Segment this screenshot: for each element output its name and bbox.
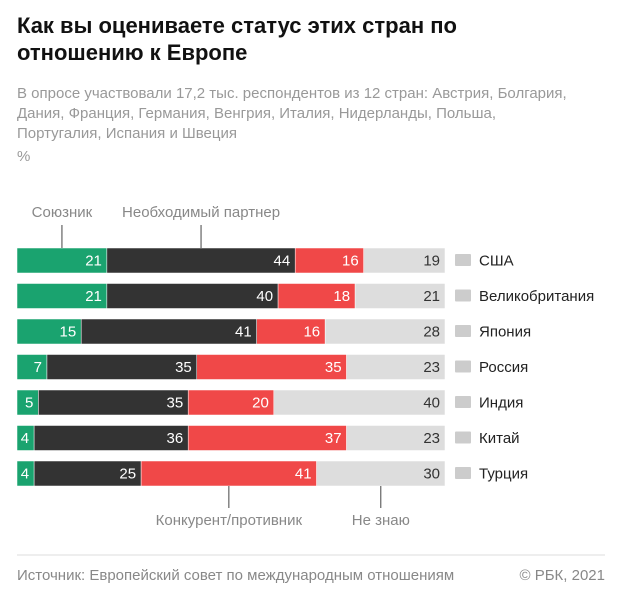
bar-segment xyxy=(16,283,108,309)
flag-icon xyxy=(455,431,471,444)
flag-icon xyxy=(455,467,471,479)
flag-icon xyxy=(455,396,471,408)
legend-label: Конкурент/противник xyxy=(156,512,303,529)
category-label: Великобритания xyxy=(479,288,594,305)
bar-segment xyxy=(38,389,189,416)
source: Источник: Европейский совет по междунаро… xyxy=(17,567,454,584)
bar-segment xyxy=(196,354,347,380)
value-label: 37 xyxy=(325,430,342,447)
legend-label: Союзник xyxy=(32,204,93,221)
value-label: 30 xyxy=(423,465,440,482)
value-label: 35 xyxy=(175,359,192,376)
bar-segment xyxy=(256,318,326,345)
bar-segment xyxy=(277,283,356,309)
bar-segment xyxy=(106,247,296,274)
bar-segment xyxy=(324,318,446,345)
bar-segment xyxy=(187,389,275,416)
value-label: 4 xyxy=(21,430,29,447)
value-label: 35 xyxy=(167,394,184,411)
value-label: 15 xyxy=(60,323,77,340)
value-label: 40 xyxy=(256,288,273,305)
bar-segment xyxy=(316,460,446,487)
bar-segment xyxy=(363,247,446,274)
category-label: США xyxy=(479,252,514,269)
value-label: 35 xyxy=(325,359,342,376)
flag-icon xyxy=(455,254,471,266)
bar-segment xyxy=(354,283,446,309)
category-label: Россия xyxy=(479,359,528,376)
unit-label: % xyxy=(17,148,31,165)
value-label: 25 xyxy=(119,465,136,482)
bar-segment xyxy=(33,425,189,451)
bar-segment xyxy=(16,354,48,380)
value-label: 7 xyxy=(34,359,42,376)
category-label: Турция xyxy=(479,465,528,482)
value-label: 23 xyxy=(423,359,440,376)
value-label: 16 xyxy=(342,252,359,269)
value-label: 23 xyxy=(423,430,440,447)
category-label: Индия xyxy=(479,394,523,411)
bar-segment xyxy=(16,318,82,345)
bar-segment xyxy=(106,283,279,309)
value-label: 20 xyxy=(252,394,269,411)
value-label: 16 xyxy=(303,323,320,340)
value-label: 18 xyxy=(333,288,350,305)
chart-title: Как вы оцениваете статус этих стран по о… xyxy=(17,13,457,65)
value-label: 21 xyxy=(423,288,440,305)
flag-icon xyxy=(455,325,471,337)
value-label: 21 xyxy=(85,252,102,269)
value-label: 4 xyxy=(21,465,29,482)
bar-segment xyxy=(187,425,347,451)
value-label: 41 xyxy=(235,323,252,340)
value-label: 40 xyxy=(423,394,440,411)
flag-icon xyxy=(455,289,471,302)
value-label: 41 xyxy=(295,465,312,482)
value-label: 44 xyxy=(274,252,291,269)
bar-segment xyxy=(140,460,317,487)
flag-icon xyxy=(455,360,471,373)
value-label: 36 xyxy=(167,430,184,447)
value-label: 19 xyxy=(423,252,440,269)
value-label: 5 xyxy=(25,394,33,411)
bar-segment xyxy=(346,354,446,380)
legend-label: Необходимый партнер xyxy=(122,204,280,221)
category-label: Китай xyxy=(479,430,520,447)
bar-segment xyxy=(294,247,364,274)
category-label: Япония xyxy=(479,323,531,340)
value-label: 28 xyxy=(423,323,440,340)
bar-segment xyxy=(80,318,257,345)
bar-segment xyxy=(346,425,446,451)
legend-label: Не знаю xyxy=(352,512,410,529)
bar-segment xyxy=(33,460,142,487)
value-label: 21 xyxy=(85,288,102,305)
copyright: © РБК, 2021 xyxy=(519,567,605,584)
chart-subtitle: В опросе участвовали 17,2 тыс. респонден… xyxy=(17,85,567,142)
bar-segment xyxy=(273,389,446,416)
